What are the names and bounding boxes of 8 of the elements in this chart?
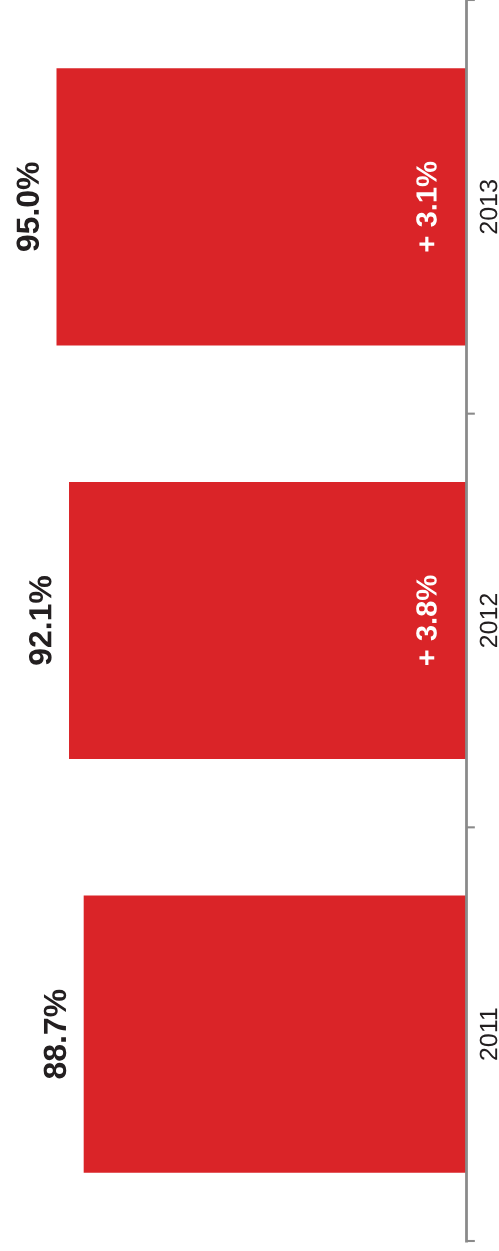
y-tick-label: 2013 (479, 180, 498, 234)
data-label: 95.0% (16, 162, 40, 252)
annotation: + 3.1% (416, 161, 437, 252)
y-tick-label: 2012 (479, 593, 498, 648)
data-label: 92.1% (28, 576, 52, 665)
annotation: + 3.8% (416, 575, 437, 666)
y-tick-label: 2011 (479, 1008, 498, 1060)
data-label: 88.7% (43, 989, 67, 1079)
